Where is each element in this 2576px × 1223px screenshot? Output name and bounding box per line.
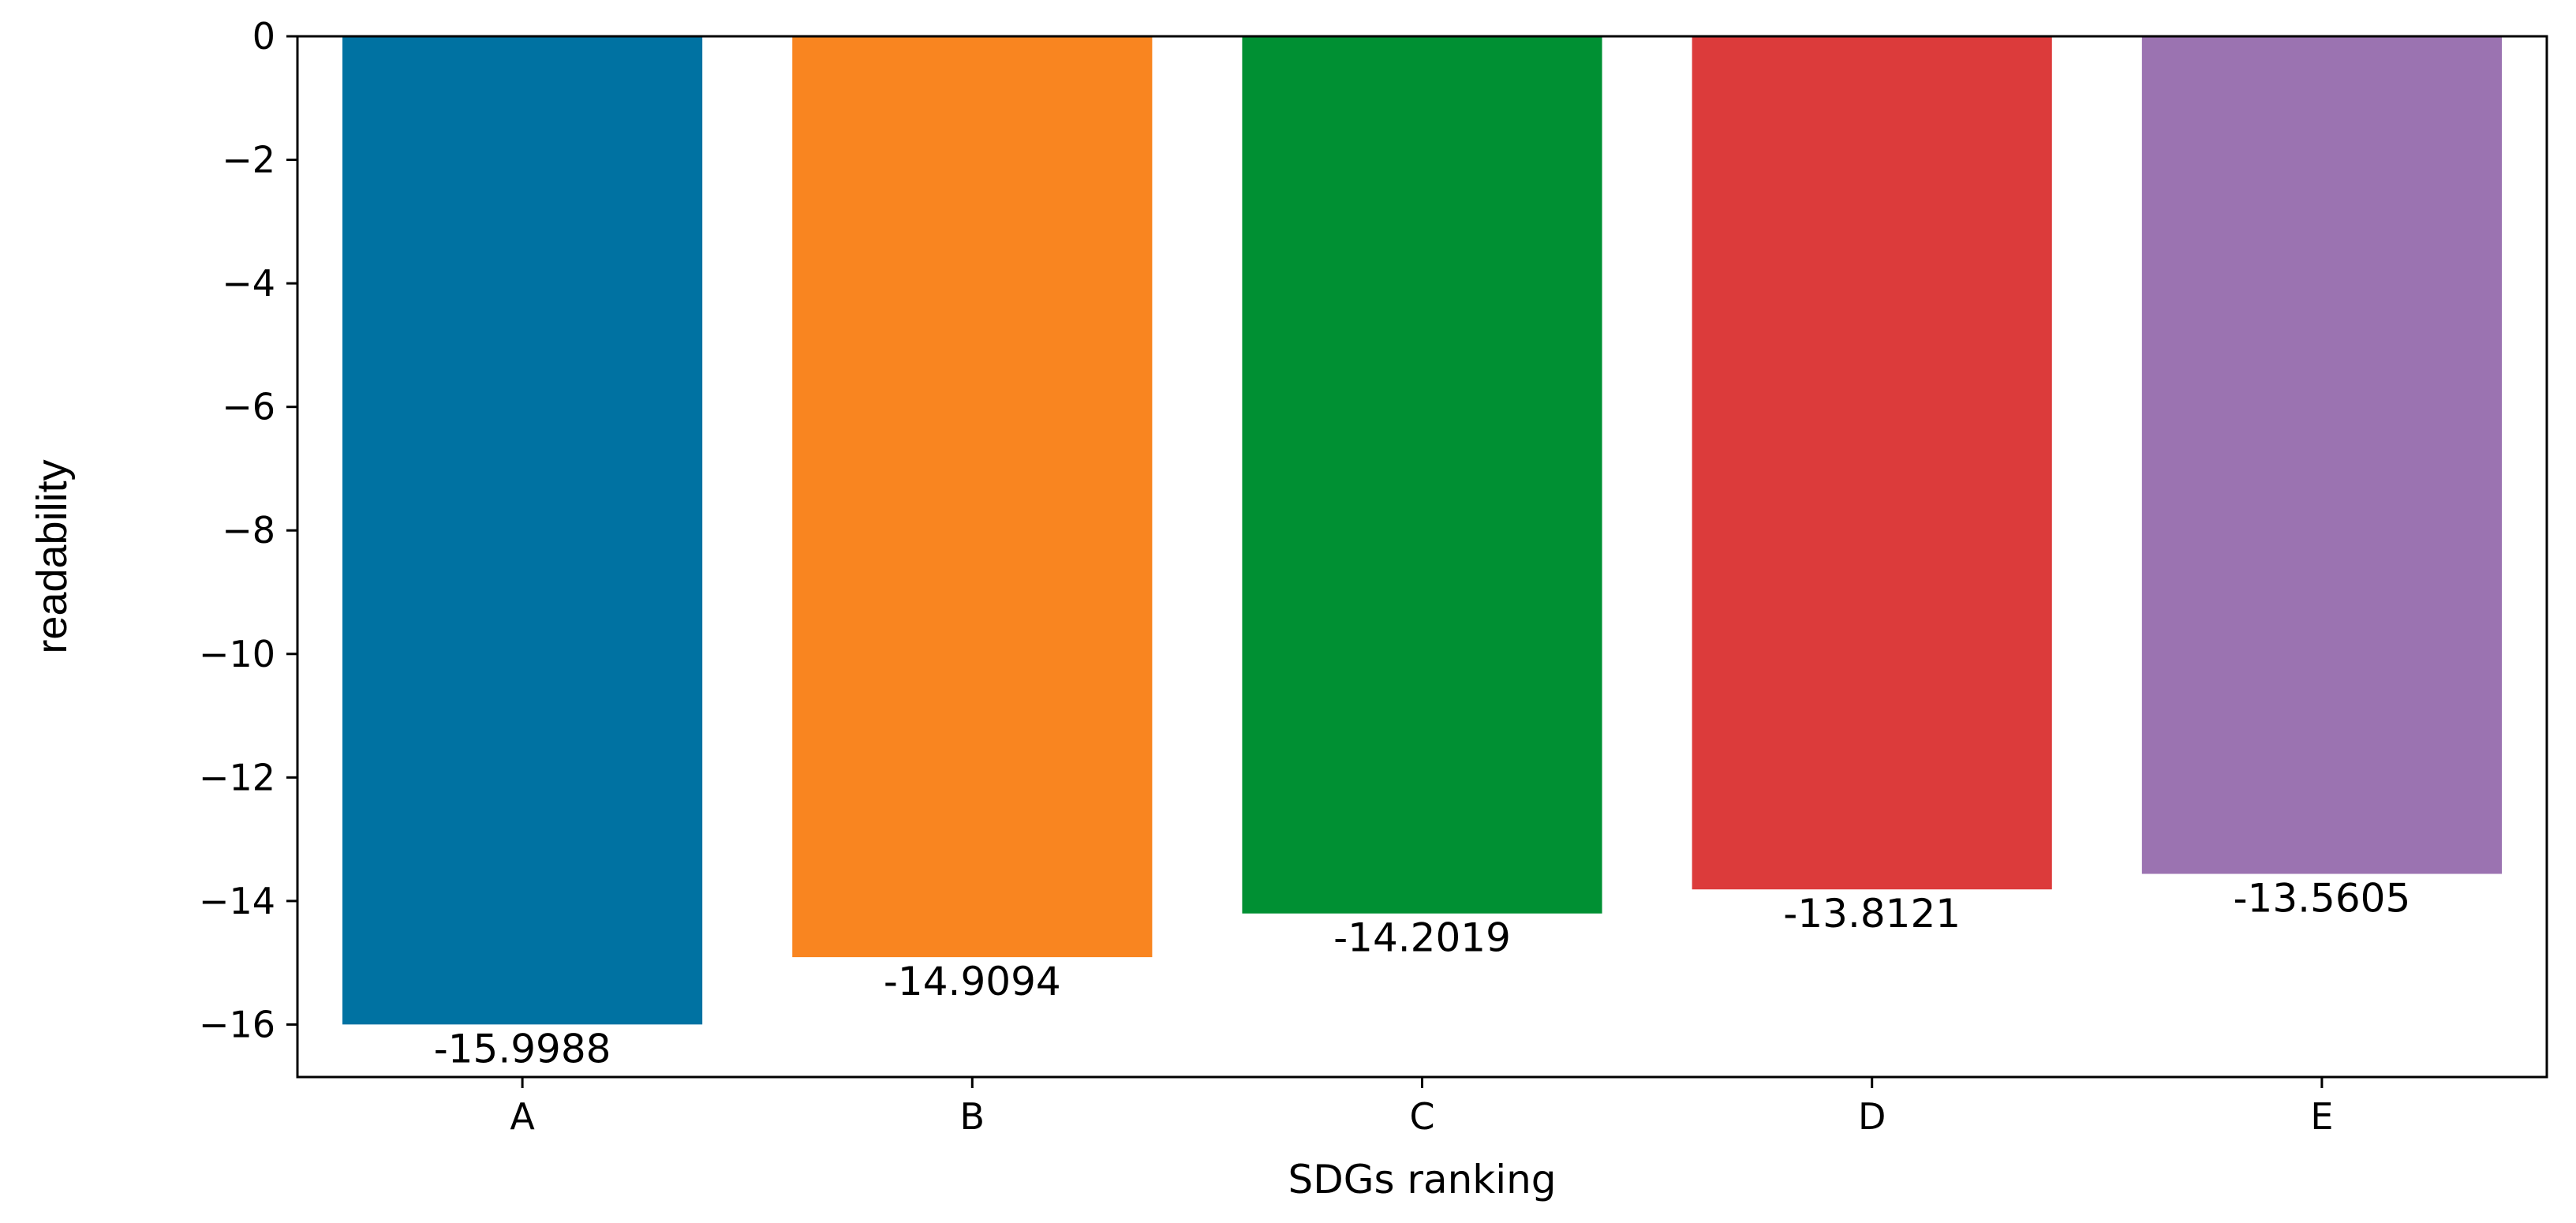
y-tick-label: −4 <box>222 262 275 305</box>
y-tick-label: −6 <box>222 386 275 428</box>
y-tick-label: −12 <box>199 756 275 799</box>
bar-A <box>342 36 703 1025</box>
x-tick-label-B: B <box>960 1095 985 1138</box>
y-axis-title: readability <box>28 459 76 653</box>
data-label-D: -13.8121 <box>1783 891 1961 937</box>
plot-frame <box>296 35 2548 1079</box>
bar-B <box>792 36 1153 958</box>
y-tick-label: −14 <box>199 880 275 922</box>
y-tick-label: −8 <box>222 509 275 552</box>
y-tick-label: 0 <box>252 15 275 58</box>
y-tick-label: −10 <box>199 633 275 675</box>
data-labels: -15.9988 -14.9094 -14.2019 -13.8121 -13.5605 <box>434 876 2411 1072</box>
x-axis: A B C D E <box>510 1077 2333 1138</box>
y-tick-label: −2 <box>222 139 275 181</box>
bar-C <box>1242 36 1602 914</box>
x-tick-label-C: C <box>1409 1095 1434 1138</box>
data-label-B: -14.9094 <box>884 959 1061 1004</box>
y-tick-label: −16 <box>199 1003 275 1045</box>
data-label-C: -14.2019 <box>1333 915 1511 961</box>
data-label-E: -13.5605 <box>2233 876 2410 922</box>
data-label-A: -15.9988 <box>434 1026 611 1072</box>
bar-E <box>2141 36 2502 874</box>
x-tick-label-A: A <box>510 1095 535 1138</box>
x-tick-label-D: D <box>1858 1095 1886 1138</box>
x-tick-label-E: E <box>2310 1095 2333 1138</box>
y-axis: 0 −2 −4 −6 −8 −10 −12 −14 −16 <box>199 15 297 1045</box>
x-axis-title: SDGs ranking <box>1288 1157 1556 1202</box>
bars-layer <box>342 36 2502 1025</box>
bar-D <box>1692 36 2052 890</box>
